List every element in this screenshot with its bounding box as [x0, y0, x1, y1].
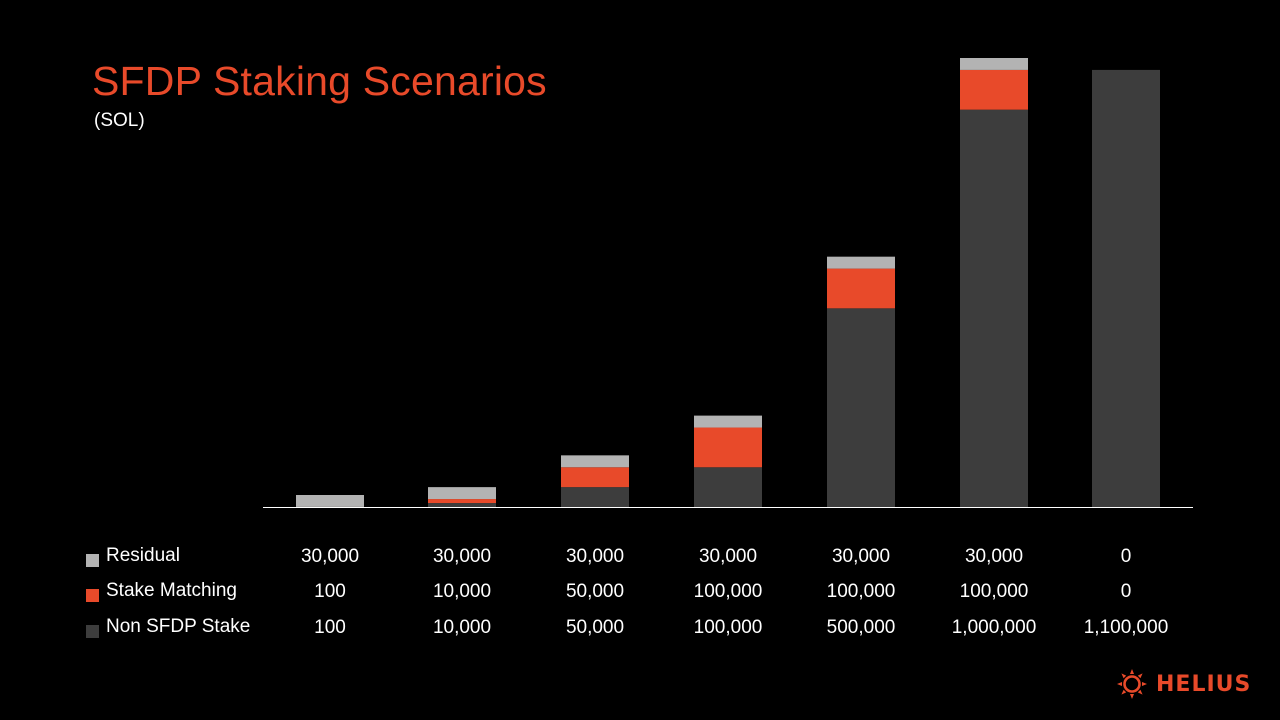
bar-stake-matching-6: [960, 69, 1028, 110]
bar-residual-4: [694, 415, 762, 428]
logo-text: HELIUS: [1156, 671, 1252, 697]
helius-logo: HELIUS: [1116, 668, 1251, 700]
helius-sun-icon: [1117, 669, 1147, 699]
bar-stake-matching-2: [428, 499, 496, 504]
bar-non-sfdp-stake-7: [1092, 69, 1160, 508]
bar-residual-5: [827, 256, 895, 269]
bar-stake-matching-5: [827, 268, 895, 309]
bar-residual-3: [561, 455, 629, 468]
chart-subtitle: (SOL): [94, 110, 145, 131]
bar-stake-matching-4: [694, 427, 762, 468]
bar-non-sfdp-stake-5: [827, 308, 895, 507]
bar-stake-matching-3: [561, 467, 629, 488]
bar-non-sfdp-stake-6: [960, 109, 1028, 507]
bar-residual-6: [960, 58, 1028, 70]
bar-residual-2: [428, 487, 496, 500]
bar-residual-1: [296, 495, 364, 507]
bar-non-sfdp-stake-2: [428, 503, 496, 507]
bar-non-sfdp-stake-3: [561, 487, 629, 507]
chart-title: SFDP Staking Scenarios: [92, 58, 547, 104]
bar-non-sfdp-stake-4: [694, 467, 762, 507]
